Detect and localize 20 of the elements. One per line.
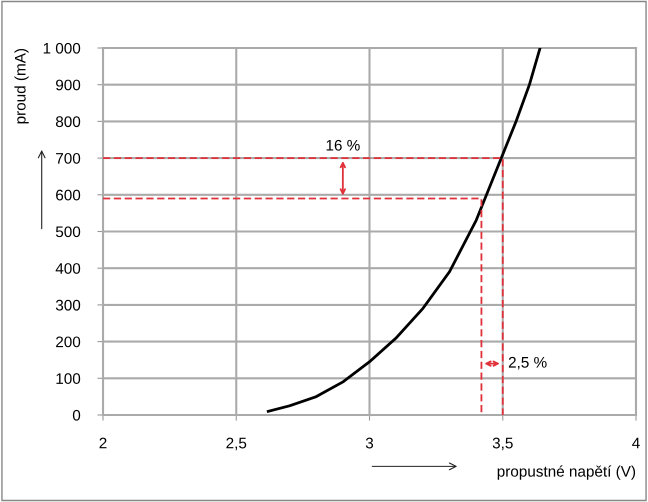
y-tick-label: 500 bbox=[56, 226, 80, 238]
y-tick-label: 0 bbox=[72, 410, 80, 421]
annotation: 2,5 % bbox=[508, 356, 547, 370]
x-tick-label: 2,5 bbox=[226, 438, 246, 450]
y-tick-label: 1 000 bbox=[44, 42, 80, 54]
y-tick-label: 400 bbox=[56, 263, 80, 274]
y-tick-label: 900 bbox=[56, 80, 80, 90]
x-tick-label: 4 bbox=[632, 438, 640, 448]
x-tick-label: 3,5 bbox=[492, 438, 513, 450]
x-tick-label: 2 bbox=[100, 438, 106, 448]
y-tick-label: 600 bbox=[56, 190, 80, 200]
y-tick-label: 300 bbox=[56, 300, 80, 311]
y-axis-title: proud (mA) bbox=[14, 48, 29, 124]
y-tick-label: 800 bbox=[56, 116, 80, 128]
x-axis-title: propustné napětí (V) bbox=[498, 465, 636, 480]
x-tick-label: 3 bbox=[366, 438, 374, 448]
annotation: 16 % bbox=[326, 140, 360, 151]
y-tick-label: 100 bbox=[56, 373, 80, 384]
y-tick-label: 700 bbox=[56, 152, 80, 164]
y-tick-label: 200 bbox=[56, 336, 80, 348]
